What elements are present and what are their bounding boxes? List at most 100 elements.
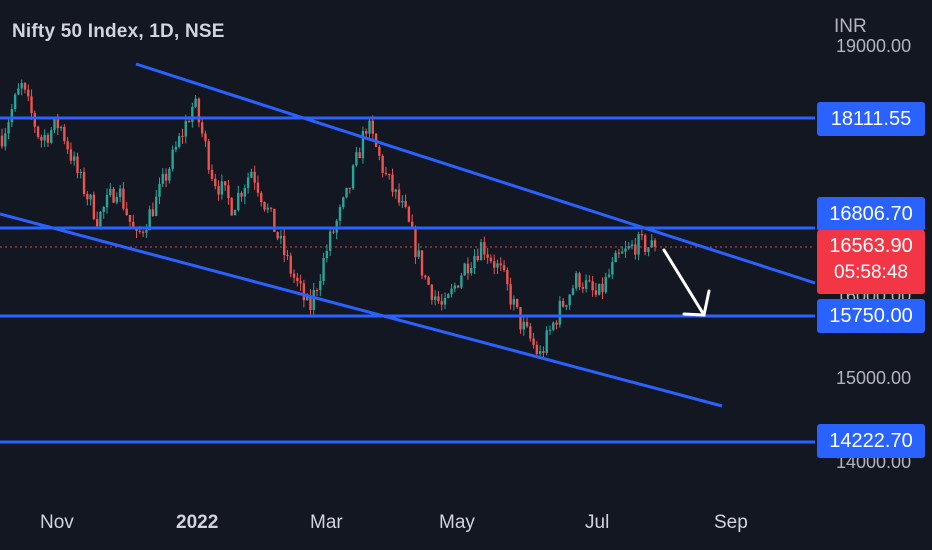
candle-body [365,130,368,134]
candle-body [10,109,14,123]
candle-body [611,262,614,275]
candle-body [292,273,296,278]
candle-body [627,246,630,249]
candle-body [548,329,552,331]
candle-body [525,321,529,327]
level-label-18111[interactable]: 18111.55 [817,102,925,136]
candle-body [450,288,453,295]
candle-body [512,298,516,305]
candle-body [125,208,128,216]
candle-body [168,168,171,181]
candle-body [210,169,214,179]
candle-body [319,280,322,291]
candle-body [164,173,168,181]
candle-body [151,209,155,216]
candle-body [643,235,647,252]
candle-body [355,152,358,166]
candle-body [624,248,627,252]
candle-body [588,280,591,282]
down-arrow-drawing[interactable] [662,248,711,317]
candle-body [158,183,161,197]
candle-body [332,231,335,233]
candle-body [30,96,33,114]
level-label-15750[interactable]: 15750.00 [817,299,925,333]
candle-body [200,122,204,134]
candle-body [456,285,460,288]
candle-body [95,219,99,227]
candle-body [502,265,506,270]
candle-body [594,290,598,295]
candle-body [204,133,207,142]
candle-body [443,297,447,305]
candle-body [617,252,621,254]
candle-body [36,126,40,137]
candle-body [506,269,509,285]
currency-label: INR [834,16,867,37]
candle-body [558,300,562,325]
candle-body [561,300,565,307]
candle-body [273,208,276,233]
level-label-16806[interactable]: 16806.70 [817,197,925,231]
candle-body [263,202,266,210]
candle-body [607,274,611,277]
candle-body [27,89,30,97]
candle-body [420,250,424,276]
candle-body [483,242,486,255]
level-label-14222[interactable]: 14222.70 [817,424,925,458]
candle-body [397,189,401,203]
candle-body [128,215,132,222]
candle-body [630,244,634,247]
candle-body [220,181,224,195]
candle-body [322,258,325,281]
candle-body [384,172,388,174]
candle-body [542,351,545,353]
candle-body [368,120,371,134]
candle-body [92,194,96,220]
candle-body [79,171,82,174]
candle-body [155,196,158,216]
candle-body [404,200,407,207]
candle-body [466,263,470,274]
candle-body [66,141,69,150]
trend-lines[interactable] [0,62,816,408]
upper-trend-line[interactable] [135,62,816,285]
symbol-title[interactable]: Nifty 50 Index, 1D, NSE [12,21,225,42]
candle-body [40,136,43,141]
candle-body [325,250,329,259]
candle-body [181,136,184,138]
candle-body [7,122,10,134]
candle-body [601,283,604,293]
candle-body [378,146,381,156]
candle-body [476,255,480,261]
candle-body [555,322,558,325]
candle-body [72,156,76,161]
candle-body [351,165,355,189]
lower-trend-line[interactable] [0,212,723,408]
candle-body [63,126,66,142]
candle-body [266,207,269,210]
candle-body [401,200,404,203]
candle-body [598,283,601,295]
candle-body [132,221,135,228]
candle-body [86,193,89,200]
candle-body [227,185,230,199]
horizontal-level-lines[interactable] [0,116,815,444]
candle-body [207,141,210,170]
candle-body [69,149,73,161]
candle-body [269,207,273,209]
candle-body [371,120,374,134]
candle-body [197,98,201,123]
candle-body [430,284,434,300]
candle-body [358,152,361,159]
candle-body [102,207,105,212]
candle-body [243,187,247,197]
candle-body [279,235,283,239]
candle-body [0,135,4,147]
candle-body [578,273,581,287]
candle-body [13,94,17,110]
price-tick-19000: 19000.00 [836,36,912,56]
candle-body [460,275,463,288]
candle-body [20,83,23,89]
candle-body [230,198,233,216]
